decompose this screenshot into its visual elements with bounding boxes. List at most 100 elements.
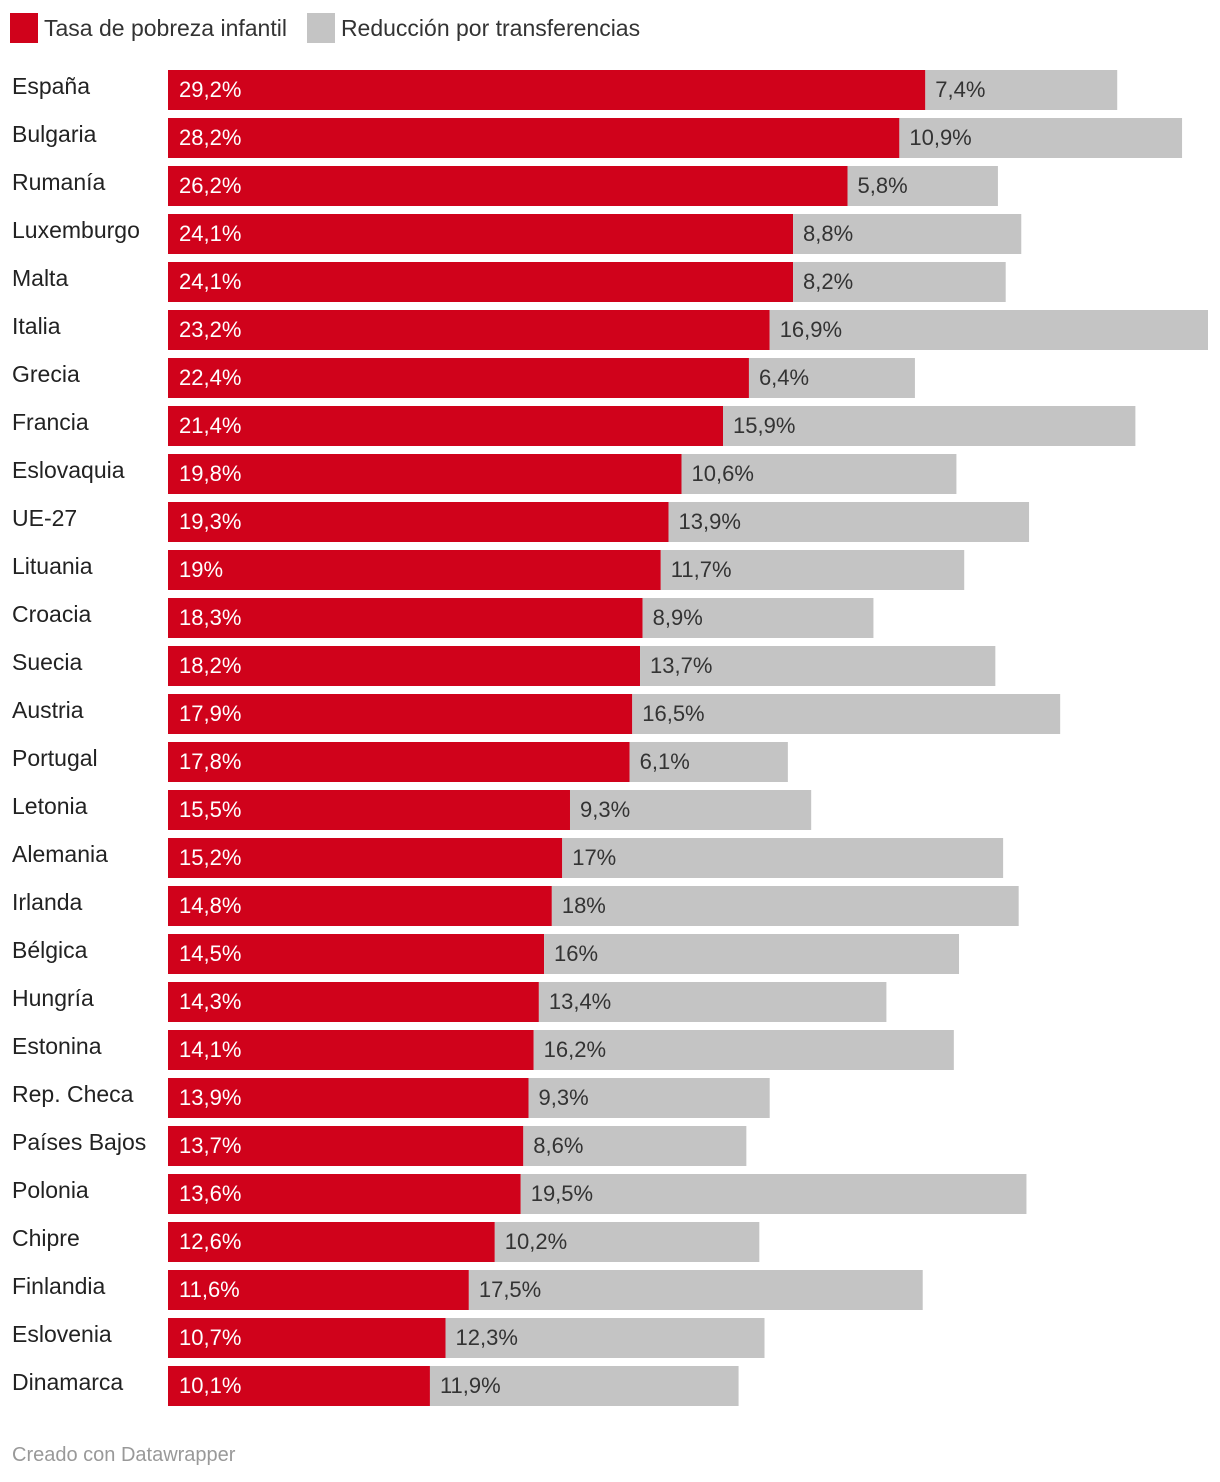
value-label-poverty-rate: 17,8% xyxy=(179,749,241,774)
bar-row: Bulgaria 28,2% 10,9% xyxy=(12,118,1183,158)
bar-transfer-reduction xyxy=(429,1366,739,1406)
value-label-transfer-reduction: 6,1% xyxy=(640,749,690,774)
value-label-poverty-rate: 24,1% xyxy=(179,269,241,294)
bar-poverty-rate xyxy=(168,214,794,254)
bar-row: Francia 21,4% 15,9% xyxy=(12,406,1136,446)
value-label-poverty-rate: 19% xyxy=(179,557,223,582)
bar-row: Dinamarca 10,1% 11,9% xyxy=(12,1366,739,1406)
category-label: Países Bajos xyxy=(12,1129,146,1155)
bar-transfer-reduction xyxy=(723,406,1136,446)
value-label-poverty-rate: 14,5% xyxy=(179,941,241,966)
category-label: Suecia xyxy=(12,649,83,675)
bar-transfer-reduction xyxy=(562,838,1004,878)
bar-row: Malta 24,1% 8,2% xyxy=(12,262,1006,302)
category-label: Bulgaria xyxy=(12,121,97,147)
category-label: UE-27 xyxy=(12,505,77,531)
bar-row: UE-27 19,3% 13,9% xyxy=(12,502,1030,542)
bar-row: Croacia 18,3% 8,9% xyxy=(12,598,874,638)
bar-transfer-reduction xyxy=(847,166,998,206)
bar-poverty-rate xyxy=(168,1126,524,1166)
bar-transfer-reduction xyxy=(523,1126,747,1166)
value-label-transfer-reduction: 16,5% xyxy=(642,701,704,726)
value-label-transfer-reduction: 5,8% xyxy=(858,173,908,198)
bar-row: Polonia 13,6% 19,5% xyxy=(12,1174,1027,1214)
value-label-poverty-rate: 11,6% xyxy=(179,1277,240,1302)
category-label: Bélgica xyxy=(12,937,88,963)
bar-row: Irlanda 14,8% 18% xyxy=(12,886,1019,926)
legend-swatch-poverty-rate xyxy=(10,13,38,43)
value-label-transfer-reduction: 11,7% xyxy=(671,557,732,582)
bar-transfer-reduction xyxy=(793,262,1006,302)
category-label: Finlandia xyxy=(12,1273,106,1299)
value-label-transfer-reduction: 16% xyxy=(554,941,598,966)
category-label: Alemania xyxy=(12,841,108,867)
category-label: Rep. Checa xyxy=(12,1081,134,1107)
bar-poverty-rate xyxy=(168,70,926,110)
value-label-poverty-rate: 19,8% xyxy=(179,461,241,486)
bar-row: Rumanía 26,2% 5,8% xyxy=(12,166,998,206)
bar-transfer-reduction xyxy=(640,646,996,686)
bar-transfer-reduction xyxy=(748,358,915,398)
value-label-transfer-reduction: 18% xyxy=(562,893,606,918)
bar-row: Suecia 18,2% 13,7% xyxy=(12,646,996,686)
category-label: Eslovenia xyxy=(12,1321,112,1347)
category-label: Irlanda xyxy=(12,889,83,915)
bar-transfer-reduction xyxy=(681,454,957,494)
bar-transfer-reduction xyxy=(468,1270,923,1310)
value-label-poverty-rate: 10,7% xyxy=(179,1325,241,1350)
value-label-poverty-rate: 14,8% xyxy=(179,893,241,918)
bar-poverty-rate xyxy=(168,358,749,398)
bar-row: Grecia 22,4% 6,4% xyxy=(12,358,915,398)
bar-row: Letonia 15,5% 9,3% xyxy=(12,790,812,830)
bar-poverty-rate xyxy=(168,1174,521,1214)
value-label-transfer-reduction: 10,6% xyxy=(692,461,754,486)
value-label-poverty-rate: 15,2% xyxy=(179,845,241,870)
bar-poverty-rate xyxy=(168,886,552,926)
bar-transfer-reduction xyxy=(520,1174,1027,1214)
footer-credit: Creado con Datawrapper xyxy=(12,1444,236,1466)
category-label: Eslovaquia xyxy=(12,457,125,483)
bar-row: Estonina 14,1% 16,2% xyxy=(12,1030,954,1070)
bar-chart: España 29,2% 7,4% Bulgaria 28,2% 10,9% Rumanía… xyxy=(12,70,1208,1406)
value-label-transfer-reduction: 17% xyxy=(572,845,616,870)
bar-poverty-rate xyxy=(168,310,770,350)
bar-poverty-rate xyxy=(168,1318,446,1358)
bar-row: Portugal 17,8% 6,1% xyxy=(12,742,788,782)
bar-poverty-rate xyxy=(168,1222,495,1262)
bar-row: Eslovaquia 19,8% 10,6% xyxy=(12,454,957,494)
bar-row: Hungría 14,3% 13,4% xyxy=(12,982,887,1022)
bar-poverty-rate xyxy=(168,502,669,542)
legend-item-poverty-rate: Tasa de pobreza infantil xyxy=(10,13,287,43)
bar-transfer-reduction xyxy=(445,1318,765,1358)
bar-poverty-rate xyxy=(168,262,794,302)
legend-label-transfer-reduction: Reducción por transferencias xyxy=(340,14,641,41)
bar-poverty-rate xyxy=(168,742,630,782)
category-label: Francia xyxy=(12,409,89,435)
bar-row: Austria 17,9% 16,5% xyxy=(12,694,1061,734)
bar-poverty-rate xyxy=(168,1030,534,1070)
value-label-transfer-reduction: 10,9% xyxy=(909,125,971,150)
bar-poverty-rate xyxy=(168,982,539,1022)
value-label-poverty-rate: 17,9% xyxy=(179,701,241,726)
value-label-poverty-rate: 14,1% xyxy=(179,1037,241,1062)
value-label-poverty-rate: 12,6% xyxy=(179,1229,241,1254)
category-label: Luxemburgo xyxy=(12,217,140,243)
bar-row: Finlandia 11,6% 17,5% xyxy=(12,1270,923,1310)
value-label-poverty-rate: 10,1% xyxy=(179,1373,241,1398)
bar-row: Chipre 12,6% 10,2% xyxy=(12,1222,760,1262)
bar-poverty-rate xyxy=(168,550,661,590)
bar-poverty-rate xyxy=(168,1366,430,1406)
category-label: Croacia xyxy=(12,601,91,627)
bar-row: Alemania 15,2% 17% xyxy=(12,838,1004,878)
bar-poverty-rate xyxy=(168,646,641,686)
category-label: Malta xyxy=(12,265,68,291)
bar-row: España 29,2% 7,4% xyxy=(12,70,1118,110)
value-label-poverty-rate: 18,3% xyxy=(179,605,241,630)
value-label-poverty-rate: 28,2% xyxy=(179,125,241,150)
bar-transfer-reduction xyxy=(544,934,960,974)
bar-transfer-reduction xyxy=(569,790,812,830)
bar-row: Lituania 19% 11,7% xyxy=(12,550,965,590)
legend: Tasa de pobreza infantil Reducción por t… xyxy=(10,12,660,44)
bar-poverty-rate xyxy=(168,406,724,446)
value-label-transfer-reduction: 8,2% xyxy=(803,269,853,294)
